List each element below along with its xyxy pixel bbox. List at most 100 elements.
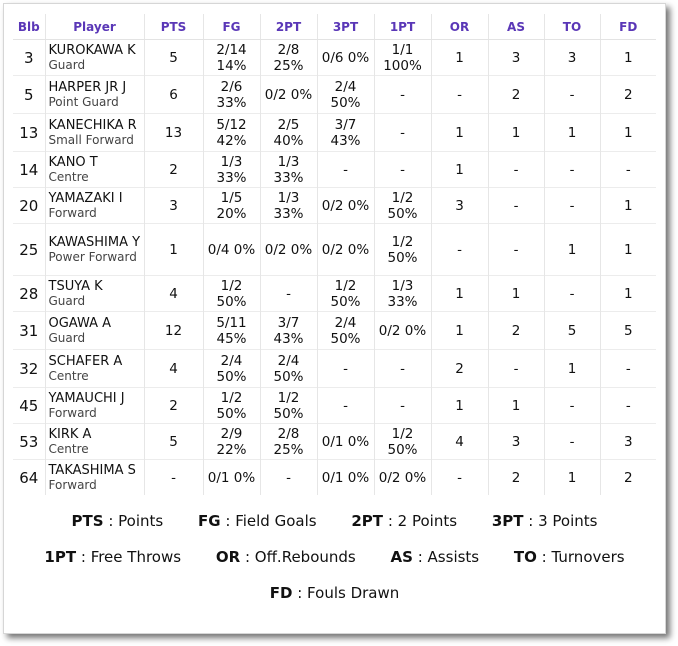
cell-bib: 25 bbox=[13, 223, 45, 276]
player-name[interactable]: SCHAFER A bbox=[48, 353, 123, 369]
player-name[interactable]: TSUYA K bbox=[48, 278, 103, 294]
cell-fg: 2/14 14% bbox=[202, 39, 260, 76]
table-row: 14 KANO T Centre 2 1/3 33% 1/3 33% - - 1… bbox=[13, 151, 656, 188]
player-name[interactable]: YAMAUCHI J bbox=[48, 390, 125, 406]
legend-item: TO : Turnovers bbox=[513, 548, 625, 566]
cell-or: 1 bbox=[430, 151, 488, 188]
cell-2pt: 3/7 43% bbox=[259, 311, 317, 350]
player-position: Forward bbox=[48, 405, 97, 420]
col-header-or[interactable]: OR bbox=[430, 14, 488, 40]
cell-2pt: 0/2 0% bbox=[259, 75, 317, 114]
legend-line-3: FD : Fouls Drawn bbox=[4, 584, 665, 602]
player-name[interactable]: YAMAZAKI I bbox=[48, 190, 123, 206]
cell-1pt: - bbox=[373, 113, 431, 152]
player-name[interactable]: TAKASHIMA S bbox=[48, 462, 136, 478]
cell-bib: 53 bbox=[13, 423, 45, 460]
player-position: Centre bbox=[48, 368, 89, 383]
cell-fg: 1/5 20% bbox=[202, 187, 260, 224]
cell-1pt: 1/2 50% bbox=[373, 223, 431, 276]
player-name[interactable]: OGAWA A bbox=[48, 315, 112, 331]
cell-fg: 2/4 50% bbox=[202, 349, 260, 388]
cell-fd: 3 bbox=[599, 423, 656, 460]
col-header-fg[interactable]: FG bbox=[202, 14, 260, 40]
player-name[interactable]: KAWASHIMA Y bbox=[48, 234, 141, 250]
cell-or: 1 bbox=[430, 113, 488, 152]
cell-fd: 5 bbox=[599, 311, 656, 350]
col-header-to[interactable]: TO bbox=[543, 14, 600, 40]
legend-item: FG : Field Goals bbox=[198, 512, 317, 530]
cell-pts: 4 bbox=[143, 275, 203, 312]
legend-item: PTS : Points bbox=[71, 512, 164, 530]
cell-or: 3 bbox=[430, 187, 488, 224]
cell-as: - bbox=[487, 349, 544, 388]
cell-1pt: 1/3 33% bbox=[373, 275, 431, 312]
player-position: Centre bbox=[48, 441, 89, 456]
legend-item: AS : Assists bbox=[390, 548, 480, 566]
cell-player: TAKASHIMA S Forward bbox=[44, 459, 145, 495]
player-position: Small Forward bbox=[48, 132, 134, 147]
cell-1pt: 1/2 50% bbox=[373, 187, 431, 224]
cell-player: YAMAZAKI I Forward bbox=[44, 187, 145, 224]
cell-or: - bbox=[430, 223, 488, 276]
cell-as: 1 bbox=[487, 387, 544, 424]
col-header-player[interactable]: Player bbox=[44, 14, 144, 40]
legend-item: 1PT : Free Throws bbox=[44, 548, 182, 566]
cell-2pt: 2/8 25% bbox=[259, 39, 317, 76]
cell-3pt: 2/4 50% bbox=[316, 75, 374, 114]
cell-bib: 20 bbox=[13, 187, 45, 224]
cell-as: - bbox=[487, 151, 544, 188]
cell-1pt: 1/1 100% bbox=[373, 39, 431, 76]
player-position: Forward bbox=[48, 205, 97, 220]
col-header-1pt[interactable]: 1PT bbox=[373, 14, 431, 40]
table-row: 28 TSUYA K Guard 4 1/2 50% - 1/2 50% 1/3… bbox=[13, 275, 656, 312]
player-name[interactable]: KIRK A bbox=[48, 426, 92, 442]
cell-1pt: - bbox=[373, 387, 431, 424]
cell-fg: 0/1 0% bbox=[202, 459, 260, 495]
cell-fg: 5/12 42% bbox=[202, 113, 260, 152]
col-header-as[interactable]: AS bbox=[487, 14, 544, 40]
cell-as: 2 bbox=[487, 311, 544, 350]
player-name[interactable]: KANO T bbox=[48, 154, 98, 170]
cell-fg: 2/6 33% bbox=[202, 75, 260, 114]
cell-1pt: 1/2 50% bbox=[373, 423, 431, 460]
col-header-3pt[interactable]: 3PT bbox=[316, 14, 374, 40]
col-header-fd[interactable]: FD bbox=[599, 14, 656, 40]
cell-player: TSUYA K Guard bbox=[44, 275, 145, 312]
player-position: Point Guard bbox=[48, 94, 119, 109]
cell-pts: 1 bbox=[143, 223, 203, 276]
player-name[interactable]: HARPER JR J bbox=[48, 79, 127, 95]
col-header-pts[interactable]: PTS bbox=[143, 14, 203, 40]
cell-bib: 31 bbox=[13, 311, 45, 350]
cell-pts: 12 bbox=[143, 311, 203, 350]
cell-3pt: 0/1 0% bbox=[316, 459, 374, 495]
cell-or: 2 bbox=[430, 349, 488, 388]
legend-item: FD : Fouls Drawn bbox=[269, 584, 400, 602]
cell-pts: 2 bbox=[143, 387, 203, 424]
cell-fd: - bbox=[599, 151, 656, 188]
cell-as: 1 bbox=[487, 275, 544, 312]
cell-to: 3 bbox=[543, 39, 600, 76]
col-header-bib[interactable]: Blb bbox=[13, 14, 45, 40]
legend-line-2: 1PT : Free Throws OR : Off.Rebounds AS :… bbox=[4, 548, 665, 566]
player-position: Guard bbox=[48, 330, 86, 345]
table-row: 32 SCHAFER A Centre 4 2/4 50% 2/4 50% - … bbox=[13, 349, 656, 388]
cell-fg: 2/9 22% bbox=[202, 423, 260, 460]
player-name[interactable]: KANECHIKA R bbox=[48, 117, 137, 133]
cell-fd: - bbox=[599, 349, 656, 388]
cell-pts: 13 bbox=[143, 113, 203, 152]
cell-pts: 4 bbox=[143, 349, 203, 388]
cell-to: - bbox=[543, 387, 600, 424]
cell-or: - bbox=[430, 75, 488, 114]
player-name[interactable]: KUROKAWA K bbox=[48, 42, 136, 58]
table-row: 20 YAMAZAKI I Forward 3 1/5 20% 1/3 33% … bbox=[13, 187, 656, 224]
cell-to: - bbox=[543, 151, 600, 188]
cell-bib: 13 bbox=[13, 113, 45, 152]
cell-to: 1 bbox=[543, 223, 600, 276]
col-header-2pt[interactable]: 2PT bbox=[259, 14, 317, 40]
cell-as: 3 bbox=[487, 39, 544, 76]
cell-fg: 1/3 33% bbox=[202, 151, 260, 188]
cell-player: KUROKAWA K Guard bbox=[44, 39, 145, 76]
cell-player: KANECHIKA R Small Forward bbox=[44, 113, 145, 152]
cell-as: - bbox=[487, 187, 544, 224]
cell-2pt: - bbox=[259, 459, 317, 495]
